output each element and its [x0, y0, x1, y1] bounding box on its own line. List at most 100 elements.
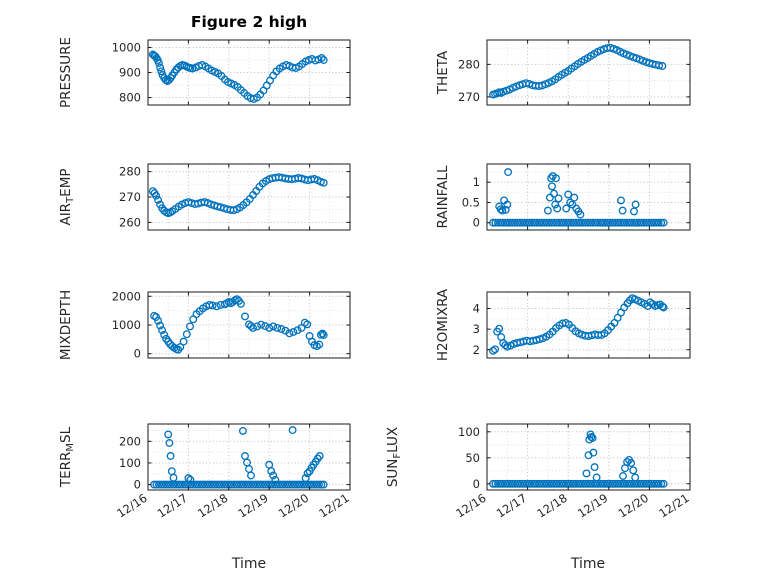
data-point: [525, 218, 534, 227]
data-point: [654, 218, 663, 227]
data-point: [603, 218, 612, 227]
data-point: [277, 325, 286, 333]
data-point: [532, 479, 541, 488]
data-point: [564, 190, 573, 199]
data-point: [593, 218, 602, 227]
data-point: [222, 480, 231, 489]
subplot-rainfall: 0 0.5 1 RAINFALL: [435, 163, 691, 231]
data-point: [535, 479, 544, 488]
data-point: [625, 218, 634, 227]
y-tick-label: 260: [119, 215, 141, 229]
scatter-markers: [489, 43, 667, 99]
data-point: [586, 218, 595, 227]
data-point: [501, 205, 510, 214]
data-point: [598, 218, 607, 227]
data-point: [608, 218, 617, 227]
data-point: [574, 479, 583, 488]
data-point: [319, 178, 328, 187]
data-point: [186, 475, 195, 484]
data-point: [601, 479, 610, 488]
data-point: [164, 480, 173, 489]
data-point: [265, 323, 274, 332]
y-axis-label: RAINFALL: [435, 165, 451, 228]
data-point: [513, 218, 522, 227]
data-point: [318, 329, 327, 338]
data-point: [559, 479, 568, 488]
data-point: [603, 479, 612, 488]
x-tick-label: 12/19: [235, 491, 270, 521]
data-point: [584, 479, 593, 488]
data-point: [152, 191, 161, 200]
data-point: [579, 479, 588, 488]
data-point: [562, 204, 571, 213]
data-point: [247, 471, 255, 480]
y-tick-label: 2: [473, 343, 480, 357]
data-point: [518, 218, 527, 227]
data-point: [537, 479, 546, 488]
data-point: [513, 479, 522, 488]
data-point: [547, 218, 556, 227]
data-point: [319, 56, 328, 64]
data-point: [154, 316, 163, 325]
data-point: [295, 480, 304, 489]
data-point: [606, 218, 614, 227]
data-point: [582, 469, 591, 478]
data-point: [589, 218, 597, 227]
data-point: [269, 322, 278, 331]
data-point: [273, 323, 282, 332]
data-point: [576, 210, 585, 219]
data-point: [613, 218, 622, 227]
data-point: [623, 218, 632, 227]
subplot-mixdepth: 0 1000 2000 MIXDEPTH: [58, 289, 351, 361]
data-point: [198, 480, 207, 489]
data-point: [542, 218, 551, 227]
y-tick-label: 900: [119, 66, 141, 80]
data-point: [160, 330, 169, 339]
y-tick-label: 100: [458, 425, 480, 439]
x-tick-label: 12/19: [575, 491, 610, 521]
data-point: [154, 196, 163, 204]
data-point: [652, 218, 661, 227]
data-point: [596, 218, 605, 227]
data-point: [156, 321, 165, 330]
data-point: [317, 54, 326, 62]
data-point: [610, 479, 619, 488]
data-point: [501, 218, 510, 227]
data-point: [496, 479, 505, 488]
data-point: [167, 480, 175, 489]
data-point: [559, 218, 568, 227]
plot-background: [148, 424, 350, 490]
y-tick-label: 1: [473, 175, 480, 189]
data-point: [154, 59, 163, 67]
y-axis-label: H2OMIXRA: [435, 288, 451, 361]
data-point: [244, 480, 253, 489]
data-point: [157, 480, 166, 489]
axes-box: [147, 423, 351, 491]
data-point: [289, 327, 298, 336]
data-point: [241, 312, 249, 321]
data-point: [508, 218, 517, 227]
data-point: [608, 479, 617, 488]
data-point: [584, 218, 593, 227]
data-point: [498, 479, 507, 488]
data-point: [266, 480, 275, 489]
y-axis-label: THETA: [435, 50, 451, 95]
data-point: [642, 479, 651, 488]
data-point: [238, 426, 247, 435]
data-point: [506, 479, 515, 488]
data-point: [317, 480, 326, 489]
data-point: [623, 479, 632, 488]
data-point: [518, 479, 527, 488]
data-point: [562, 218, 571, 227]
data-point: [540, 218, 549, 227]
subplot-pressure: 800 900 1000 PRESSURE: [58, 37, 351, 108]
data-point: [528, 218, 537, 227]
data-point: [503, 218, 512, 227]
scatter-markers: [148, 50, 328, 103]
data-point: [564, 218, 573, 227]
data-point: [647, 218, 656, 227]
data-point: [571, 218, 580, 227]
data-point: [542, 479, 551, 488]
